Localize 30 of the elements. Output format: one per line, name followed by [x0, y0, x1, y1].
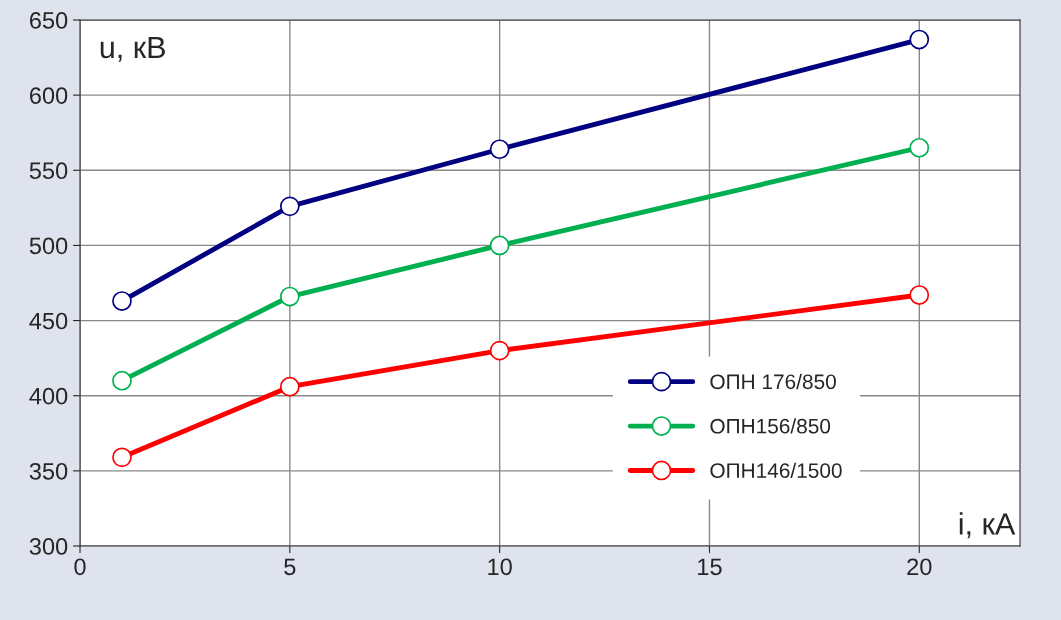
x-tick-label: 5 [284, 558, 296, 576]
y-tick-label: 300 [29, 538, 68, 555]
point [909, 29, 930, 50]
legend-label: ОПН 176/850 [710, 373, 836, 390]
x-tick-label: 10 [488, 558, 512, 576]
point [112, 370, 132, 391]
x-tick-label: 20 [907, 558, 932, 576]
y-tick-label: 600 [30, 87, 68, 104]
y-tick-label: 500 [29, 237, 68, 255]
point [489, 340, 510, 361]
y-tick-label: 550 [29, 162, 68, 180]
point [279, 286, 300, 307]
point [909, 137, 930, 158]
legend-label: ОПН146/1500 [710, 462, 842, 478]
x-axis-title: i, кА [959, 512, 1016, 539]
y-tick-label: 650 [30, 12, 68, 29]
legend-label: ОПН156/850 [710, 418, 831, 434]
point [112, 447, 132, 468]
x-tick-label: 15 [698, 558, 722, 576]
y-axis-title: u, кВ [100, 36, 165, 62]
y-tick-label: 450 [29, 312, 68, 330]
point [279, 196, 300, 217]
point [489, 139, 510, 160]
point [279, 376, 300, 397]
y-tick-label: 350 [29, 462, 68, 480]
point [489, 235, 510, 256]
point [112, 291, 132, 311]
point [909, 285, 930, 305]
x-tick-label: 0 [74, 558, 86, 576]
y-tick-label: 400 [29, 387, 68, 405]
